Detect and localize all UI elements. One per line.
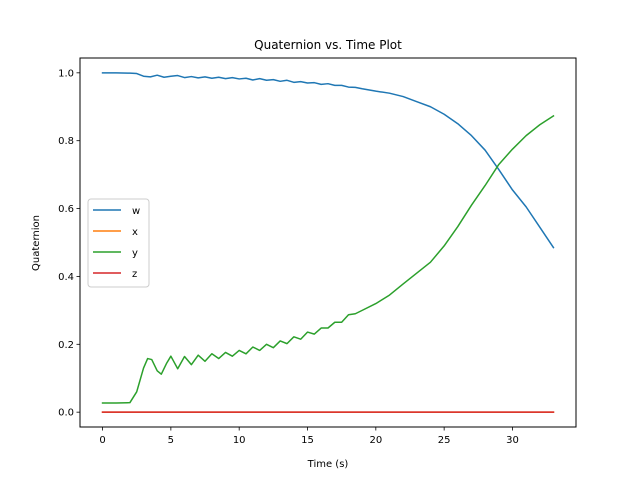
y-tick-label: 0.4 (58, 272, 74, 283)
y-axis-label: Quaternion (31, 215, 42, 271)
series-layer (101, 72, 555, 413)
y-tick-label: 1.0 (58, 68, 74, 79)
ticks-layer: 0 5 10 15 20 25 30 0.0 0.2 0.4 0.6 0.8 1.0 (58, 68, 519, 446)
x-axis-label: Time (s) (307, 459, 349, 470)
chart-title: Quaternion vs. Time Plot (254, 38, 402, 52)
y-tick-label: 0.8 (58, 136, 74, 147)
x-tick-label: 30 (506, 435, 519, 446)
legend-label-x: x (132, 227, 138, 238)
x-tick-label: 0 (99, 435, 105, 446)
legend-label-z: z (132, 269, 137, 280)
x-tick-label: 15 (301, 435, 314, 446)
y-tick-label: 0.0 (58, 408, 74, 419)
y-tick-label: 0.2 (58, 340, 74, 351)
x-tick-label: 5 (168, 435, 174, 446)
y-tick-label: 0.6 (58, 204, 74, 215)
legend-label-w: w (132, 206, 140, 217)
legend-label-y: y (132, 248, 138, 259)
plot-frame (79, 57, 577, 428)
series-line-w (101, 72, 555, 249)
legend-box (87, 198, 150, 288)
x-tick-label: 10 (233, 435, 246, 446)
x-tick-label: 20 (369, 435, 382, 446)
series-line-y (101, 114, 555, 404)
x-tick-label: 25 (438, 435, 451, 446)
